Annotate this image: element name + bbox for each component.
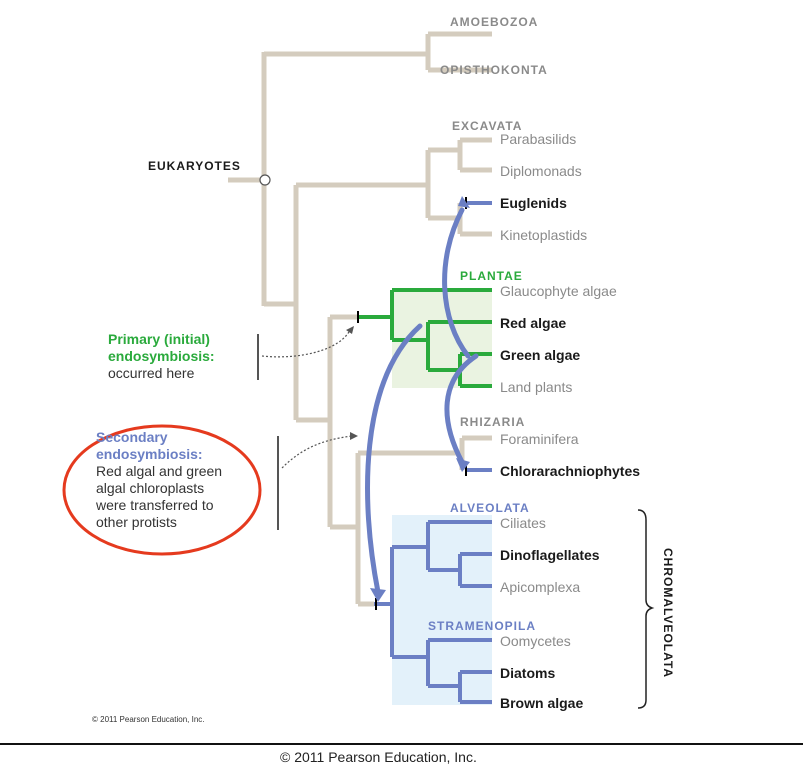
taxon-green-algae: Green algae xyxy=(500,347,580,363)
label-excavata: EXCAVATA xyxy=(452,119,522,133)
label-plantae: PLANTAE xyxy=(460,269,523,283)
secondary-note-line6: other protists xyxy=(96,514,177,530)
taxon-oomycetes: Oomycetes xyxy=(500,633,571,649)
secondary-note-line3: Red algal and green xyxy=(96,463,222,479)
taxon-diplomonads: Diplomonads xyxy=(500,163,582,179)
label-eukaryotes: EUKARYOTES xyxy=(148,159,241,173)
chromalveolata-shade xyxy=(392,515,492,705)
primary-note-line1: Primary (initial) xyxy=(108,331,210,347)
transfer-arrows xyxy=(365,207,479,595)
arrow-heads xyxy=(370,196,470,602)
label-alveolata: ALVEOLATA xyxy=(450,501,530,515)
secondary-note-line4: algal chloroplasts xyxy=(96,480,204,496)
arrow-green-to-euglenids xyxy=(442,207,471,359)
taxon-chlorarachniophytes: Chlorarachniophytes xyxy=(500,463,640,479)
chromalveolata-bracket xyxy=(637,509,655,709)
primary-note-line3: occurred here xyxy=(108,365,195,381)
inner-copyright: © 2011 Pearson Education, Inc. xyxy=(92,715,204,724)
label-amoebozoa: AMOEBOZOA xyxy=(450,15,538,29)
taxon-foraminifera: Foraminifera xyxy=(500,431,579,447)
pointer-arrows xyxy=(261,329,353,469)
taxon-red-algae: Red algae xyxy=(500,315,566,331)
taxon-parabasilids: Parabasilids xyxy=(500,131,576,147)
secondary-note-line5: were transferred to xyxy=(95,497,214,513)
secondary-note-line2: endosymbiosis: xyxy=(96,446,203,462)
root-node xyxy=(259,174,271,186)
label-stramenopila: STRAMENOPILA xyxy=(428,619,536,633)
taxon-land-plants: Land plants xyxy=(500,379,572,395)
primary-note-line2: endosymbiosis: xyxy=(108,348,215,364)
label-chromalveolata: CHROMALVEOLATA xyxy=(661,548,675,678)
taxon-ciliates: Ciliates xyxy=(500,515,546,531)
taxon-glaucophyte: Glaucophyte algae xyxy=(500,283,617,299)
taxon-diatoms: Diatoms xyxy=(500,665,555,681)
secondary-note-line1: Secondary xyxy=(96,429,168,445)
arrow-green-to-chlorarachniophytes xyxy=(444,353,479,465)
label-opisthokonta: OPISTHOKONTA xyxy=(440,63,548,77)
taxon-dinoflagellates: Dinoflagellates xyxy=(500,547,600,563)
taxon-brown-algae: Brown algae xyxy=(500,695,583,711)
taxon-apicomplexa: Apicomplexa xyxy=(500,579,580,595)
highlight-circle xyxy=(62,424,262,556)
pointer-heads xyxy=(346,326,358,440)
label-rhizaria: RHIZARIA xyxy=(460,415,525,429)
taxon-euglenids: Euglenids xyxy=(500,195,567,211)
footer-copyright: © 2011 Pearson Education, Inc. xyxy=(280,749,477,765)
blue-branches xyxy=(374,201,492,704)
taxon-kinetoplastids: Kinetoplastids xyxy=(500,227,587,243)
arrow-red-to-chromalveolata xyxy=(365,323,423,595)
